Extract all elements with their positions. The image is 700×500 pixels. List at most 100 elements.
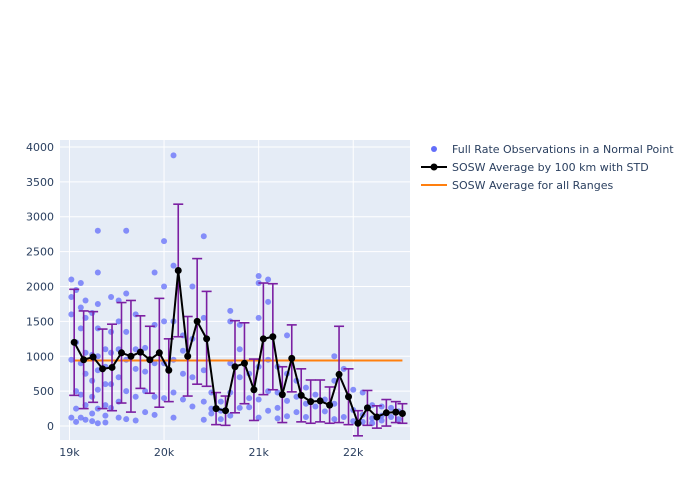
scatter-point [312,404,318,410]
average-marker [194,318,201,325]
scatter-point [83,297,89,303]
scatter-point [116,415,122,421]
scatter-point [284,398,290,404]
scatter-point [237,374,243,380]
scatter-point [275,415,281,421]
average-marker [326,402,333,409]
average-marker [279,391,286,398]
scatter-point [265,299,271,305]
scatter-point [256,397,262,403]
scatter-point [73,406,79,412]
scatter-point [123,228,129,234]
scatter-point [133,417,139,423]
y-tick-label: 4000 [26,141,54,154]
average-marker [118,349,125,356]
average-marker [146,356,153,363]
scatter-point [108,329,114,335]
scatter-point [293,409,299,415]
average-marker [109,364,116,371]
chart-svg: 0500100015002000250030003500400019k20k21… [0,0,700,500]
average-marker [288,355,295,362]
scatter-point [189,374,195,380]
legend-item[interactable]: SOSW Average for all Ranges [420,176,674,194]
scatter-point [123,329,129,335]
scatter-point [95,420,101,426]
scatter-point [284,413,290,419]
scatter-point [102,413,108,419]
y-tick-label: 0 [47,420,54,433]
legend-label: SOSW Average by 100 km with STD [452,161,649,174]
average-marker [165,367,172,374]
scatter-point [171,390,177,396]
average-marker [99,365,106,372]
scatter-point [189,404,195,410]
scatter-point [152,394,158,400]
scatter-point [180,371,186,377]
scatter-point [303,414,309,420]
scatter-point [265,277,271,283]
scatter-point [133,394,139,400]
scatter-point [227,308,233,314]
scatter-point [171,152,177,158]
x-tick-label: 19k [59,446,80,459]
legend-swatch [420,176,448,194]
average-marker [269,333,276,340]
average-marker [336,371,343,378]
y-tick-label: 3500 [26,176,54,189]
legend: Full Rate Observations in a Normal Point… [420,140,674,194]
scatter-point [189,284,195,290]
legend-swatch [420,140,448,158]
scatter-point [89,378,95,384]
average-marker [222,407,229,414]
scatter-point [341,414,347,420]
scatter-point [152,412,158,418]
scatter-point [108,350,114,356]
y-tick-label: 500 [33,385,54,398]
scatter-point [161,318,167,324]
legend-label: Full Rate Observations in a Normal Point [452,143,674,156]
scatter-point [265,408,271,414]
scatter-point [73,419,79,425]
scatter-point [284,332,290,338]
average-marker [298,392,305,399]
scatter-point [161,238,167,244]
scatter-point [237,405,243,411]
average-marker [127,353,134,360]
scatter-point [123,290,129,296]
y-tick-label: 1000 [26,350,54,363]
scatter-point [89,394,95,400]
scatter-point [312,392,318,398]
scatter-point [68,415,74,421]
scatter-point [171,415,177,421]
average-marker [392,409,399,416]
average-marker [399,410,406,417]
scatter-point [108,294,114,300]
scatter-point [161,395,167,401]
scatter-point [108,381,114,387]
average-marker [383,409,390,416]
scatter-point [78,280,84,286]
average-marker [71,339,78,346]
average-marker [364,404,371,411]
average-marker [156,349,163,356]
scatter-point [246,404,252,410]
scatter-point [171,263,177,269]
scatter-point [331,353,337,359]
scatter-point [78,304,84,310]
average-marker [241,360,248,367]
scatter-point [102,420,108,426]
x-tick-label: 22k [343,446,364,459]
average-marker [137,349,144,356]
scatter-point [152,270,158,276]
scatter-point [256,273,262,279]
average-marker [213,405,220,412]
scatter-point [303,385,309,391]
scatter-point [95,228,101,234]
scatter-point [89,410,95,416]
scatter-point [237,346,243,352]
scatter-point [331,416,337,422]
scatter-point [322,408,328,414]
legend-item[interactable]: SOSW Average by 100 km with STD [420,158,674,176]
legend-item[interactable]: Full Rate Observations in a Normal Point [420,140,674,158]
scatter-point [218,399,224,405]
